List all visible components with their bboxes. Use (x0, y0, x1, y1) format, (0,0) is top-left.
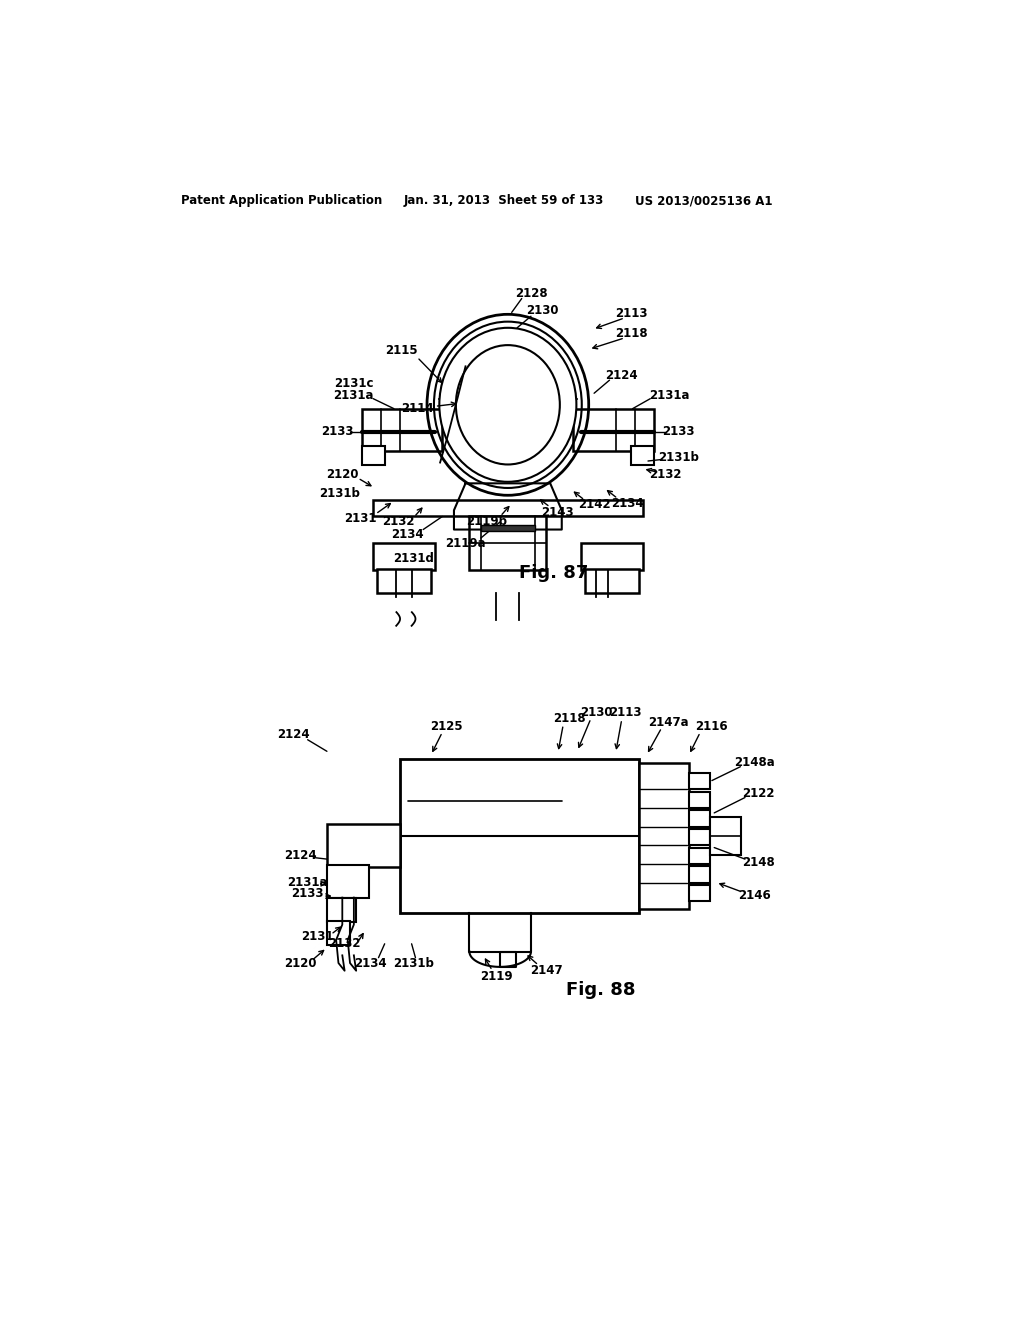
Text: 2131c: 2131c (334, 376, 374, 389)
Text: 2131: 2131 (344, 512, 376, 525)
Text: 2132: 2132 (649, 467, 682, 480)
Text: 2113: 2113 (614, 308, 647, 321)
Text: 2142: 2142 (578, 499, 610, 511)
Bar (373, 544, 435, 570)
Text: 2118: 2118 (614, 327, 647, 341)
Bar (469, 516, 547, 570)
Bar (711, 817, 741, 855)
Text: 2134: 2134 (391, 528, 424, 541)
Text: 2120: 2120 (284, 957, 316, 970)
Bar (377, 569, 431, 594)
Text: 2131d: 2131d (393, 552, 434, 565)
Text: 2130: 2130 (526, 305, 559, 317)
Polygon shape (454, 483, 562, 529)
Text: 2115: 2115 (385, 345, 418, 358)
Text: 2124: 2124 (605, 370, 638, 381)
Text: 2130: 2130 (581, 706, 612, 719)
Text: Fig. 87: Fig. 87 (519, 564, 589, 582)
Bar (327, 921, 350, 945)
Text: 2147: 2147 (530, 964, 562, 977)
Text: 2131a: 2131a (649, 389, 690, 403)
Text: 2114: 2114 (400, 403, 433, 416)
Text: 2133: 2133 (321, 425, 353, 438)
Text: Fig. 88: Fig. 88 (565, 981, 635, 999)
Bar (631, 446, 654, 465)
Bar (689, 886, 711, 902)
Text: 2131a: 2131a (334, 389, 374, 403)
Bar (689, 866, 711, 883)
Text: Jan. 31, 2013  Sheet 59 of 133: Jan. 31, 2013 Sheet 59 of 133 (403, 194, 604, 207)
Text: 2116: 2116 (695, 721, 728, 733)
Text: 2133: 2133 (663, 425, 695, 438)
Bar (327, 866, 370, 898)
Text: 2146: 2146 (738, 888, 771, 902)
Text: US 2013/0025136 A1: US 2013/0025136 A1 (635, 194, 772, 207)
Bar (327, 825, 400, 867)
Text: 2133: 2133 (292, 887, 324, 900)
Text: 2131a: 2131a (288, 875, 328, 888)
Text: 2119a: 2119a (445, 537, 485, 550)
Bar (400, 759, 639, 913)
Bar (327, 898, 356, 923)
Bar (361, 409, 442, 451)
Text: 2119: 2119 (480, 970, 513, 982)
Text: 2131: 2131 (301, 929, 333, 942)
Bar (689, 847, 711, 865)
Text: 2131b: 2131b (393, 957, 434, 970)
Bar (373, 499, 643, 516)
Bar (689, 774, 711, 789)
Text: 2134: 2134 (354, 957, 387, 970)
Bar (689, 829, 711, 845)
Text: 2148a: 2148a (734, 756, 774, 770)
Text: 2125: 2125 (430, 721, 463, 733)
Text: 2122: 2122 (741, 787, 774, 800)
Ellipse shape (439, 327, 577, 482)
Text: Patent Application Publication: Patent Application Publication (180, 194, 382, 207)
Text: 2128: 2128 (515, 286, 547, 300)
Bar (639, 763, 689, 909)
Bar (689, 792, 711, 808)
Text: 2134: 2134 (611, 496, 643, 510)
Text: 2131b: 2131b (319, 487, 360, 500)
Text: 2143: 2143 (542, 506, 574, 519)
Text: 2147a: 2147a (648, 715, 688, 729)
Text: 2131b: 2131b (658, 450, 699, 463)
Bar (573, 409, 654, 451)
Bar (689, 810, 711, 826)
Text: 2124: 2124 (278, 727, 310, 741)
Bar (361, 446, 385, 465)
Text: 2148: 2148 (741, 857, 774, 870)
Text: 2132: 2132 (382, 515, 415, 528)
Text: 2132: 2132 (329, 937, 360, 950)
Bar (585, 569, 639, 594)
Bar (581, 544, 643, 570)
Text: 2113: 2113 (608, 706, 641, 719)
Ellipse shape (456, 345, 560, 465)
Text: 2119b: 2119b (466, 515, 507, 528)
Bar (481, 525, 535, 531)
Text: 2120: 2120 (326, 467, 358, 480)
Text: 2124: 2124 (284, 849, 316, 862)
Text: 2118: 2118 (553, 713, 586, 726)
